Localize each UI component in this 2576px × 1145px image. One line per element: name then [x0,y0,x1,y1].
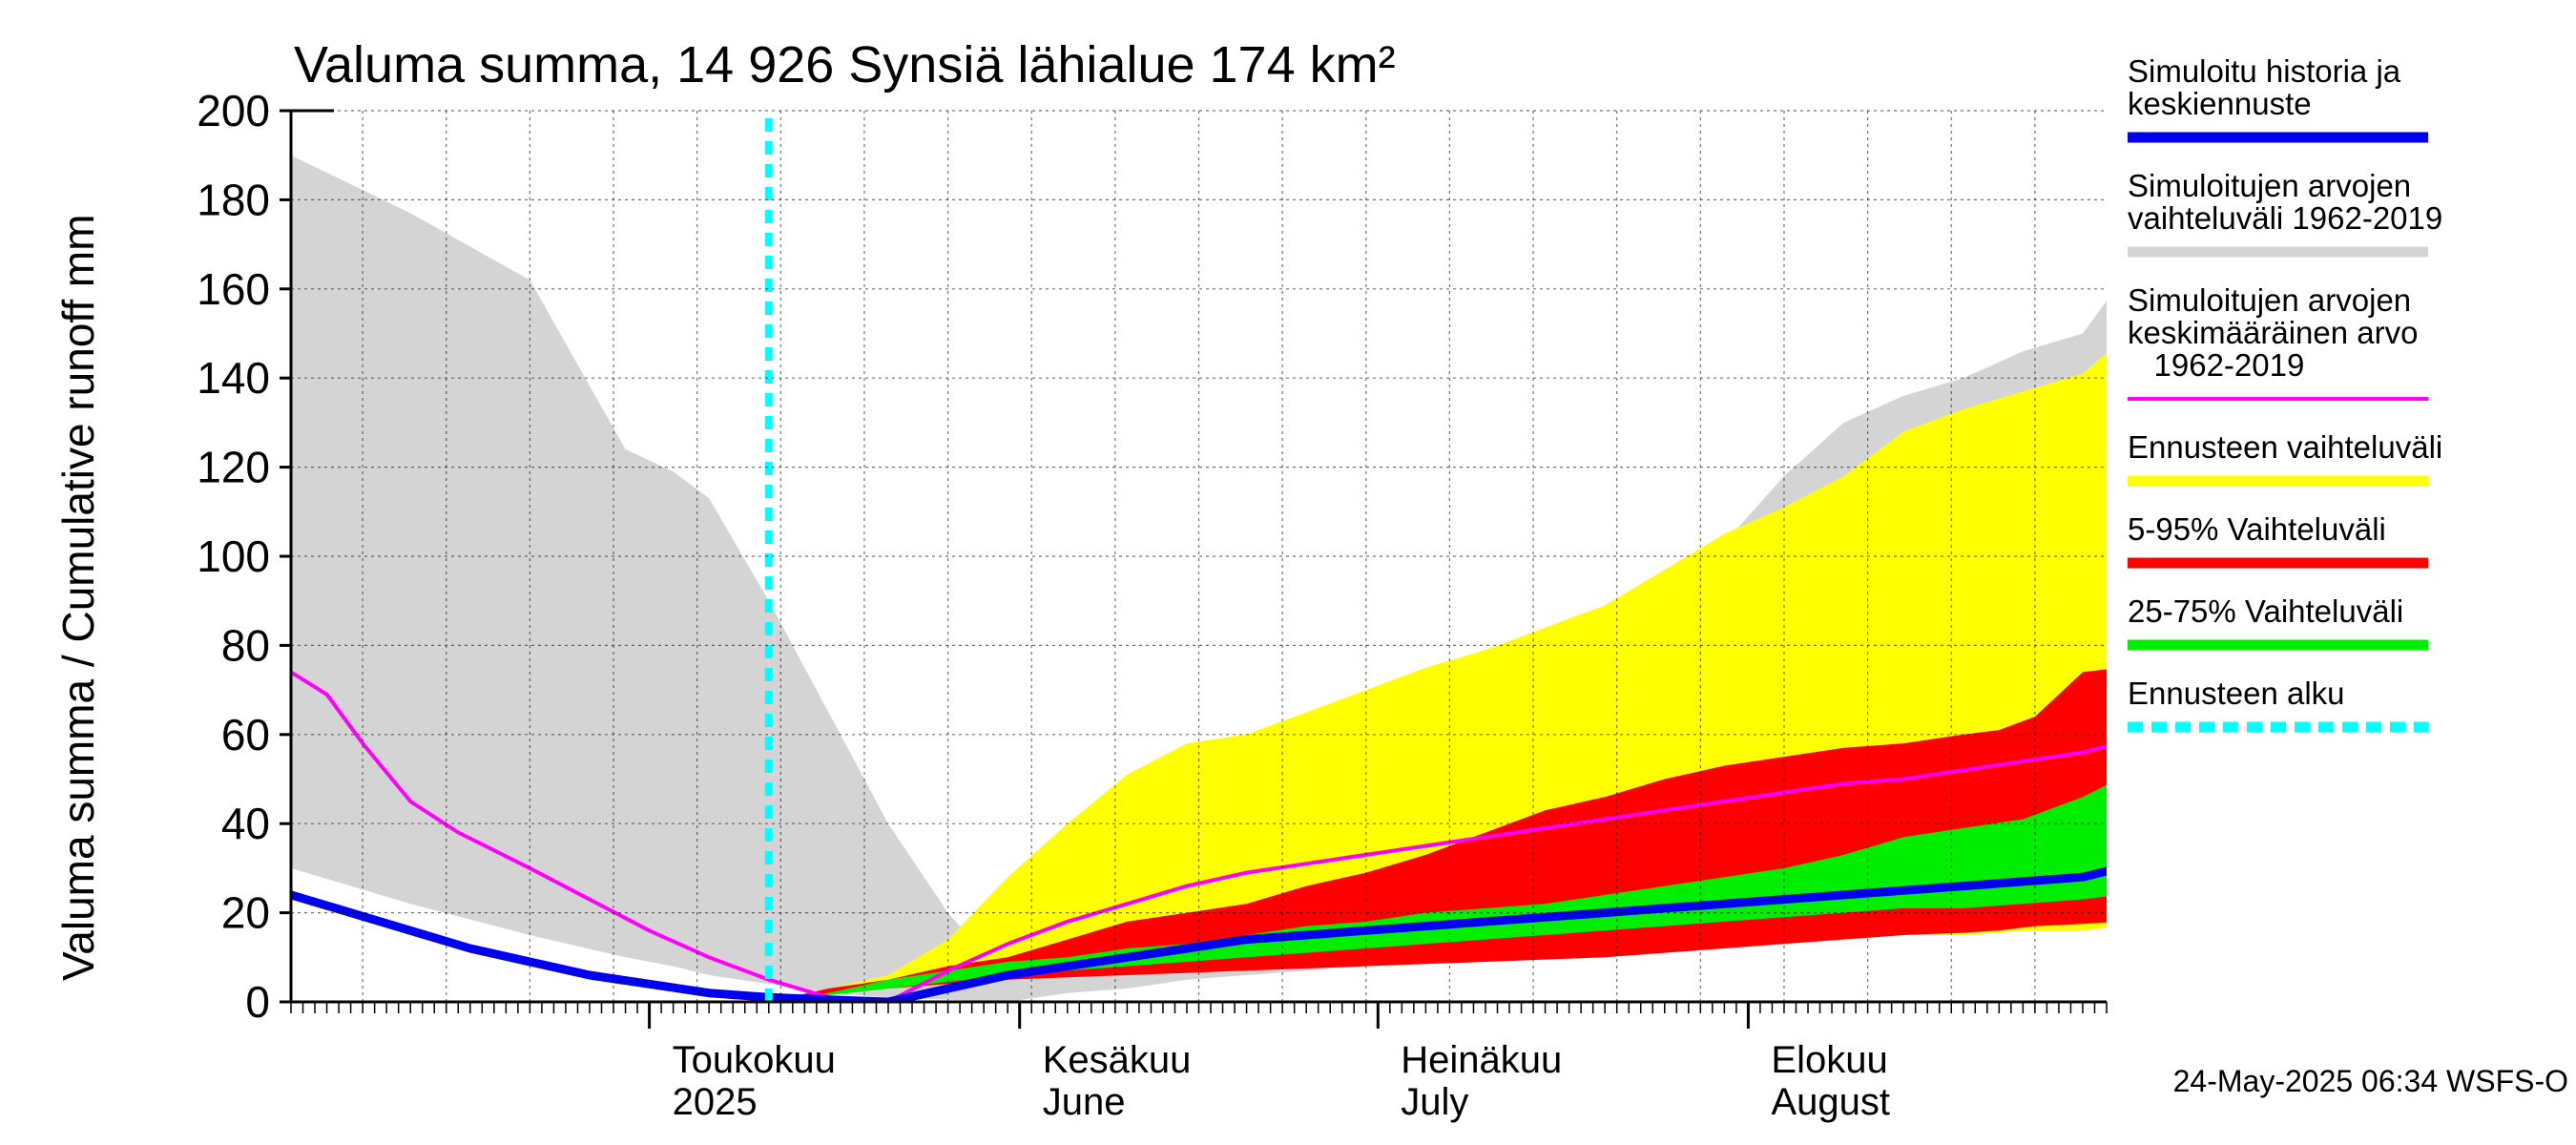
x-month-label: Kesäkuu [1043,1039,1192,1081]
x-month-label: Heinäkuu [1401,1039,1562,1081]
legend-label: Simuloitu historia ja [2128,53,2401,89]
x-month-sublabel: August [1771,1081,1890,1123]
footer-timestamp: 24-May-2025 06:34 WSFS-O [2173,1064,2568,1098]
x-month-sublabel: June [1043,1081,1126,1123]
series-group [291,118,2107,1002]
line-sim-mean [291,670,2107,1002]
y-tick-label: 120 [197,443,270,492]
legend-entry: Ennusteen alku [2128,676,2428,733]
y-tick-label: 0 [245,977,270,1027]
x-month-sublabel: 2025 [673,1081,758,1123]
legend-label: 5-95% Vaihteluväli [2128,511,2386,547]
legend: Simuloitu historia jakeskiennusteSimuloi… [2128,53,2442,733]
legend-entry: 25-75% Vaihteluväli [2128,593,2428,651]
y-tick-label: 160 [197,264,270,314]
legend-label: vaihteluväli 1962-2019 [2128,200,2442,236]
y-tick-label: 180 [197,175,270,224]
legend-entry: Ennusteen vaihteluväli [2128,429,2442,487]
legend-label: Simuloitujen arvojen [2128,168,2411,203]
y-tick-label: 60 [221,710,270,760]
legend-label: keskiennuste [2128,86,2312,121]
y-tick-label: 140 [197,353,270,403]
y-tick-label: 100 [197,531,270,581]
y-axis-label: Valuma summa / Cumulative runoff mm [53,214,103,981]
band-p5-95 [768,669,2107,1002]
legend-label: Ennusteen vaihteluväli [2128,429,2442,465]
legend-label: Ennusteen alku [2128,676,2345,711]
legend-label: keskimääräinen arvo [2128,315,2418,350]
x-month-label: Elokuu [1771,1039,1887,1081]
line-history [291,866,2107,1002]
grid-lines [291,110,2107,1003]
y-tick-label: 200 [197,86,270,135]
x-month-sublabel: July [1401,1081,1468,1123]
y-tick-label: 20 [221,888,270,938]
legend-entry: 5-95% Vaihteluväli [2128,511,2428,569]
y-tick-label: 40 [221,799,270,848]
legend-label: 1962-2019 [2128,347,2304,383]
legend-label: Simuloitujen arvojen [2128,282,2411,318]
x-month-label: Toukokuu [673,1039,836,1081]
y-tick-label: 80 [221,620,270,670]
chart-title: Valuma summa, 14 926 Synsiä lähialue 174… [294,36,1396,94]
legend-label: 25-75% Vaihteluväli [2128,593,2403,629]
